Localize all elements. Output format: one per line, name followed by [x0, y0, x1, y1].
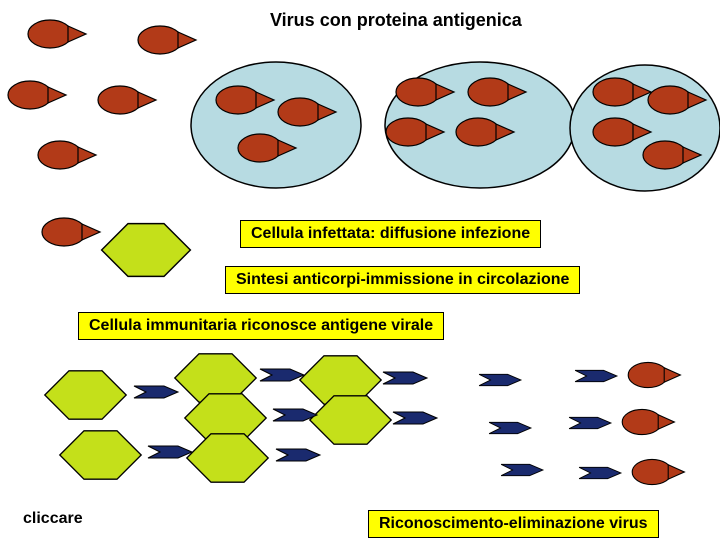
cell-icon [570, 65, 720, 191]
immune-cell-icon [187, 434, 268, 482]
antibody-icon [501, 464, 543, 475]
antibody-icon [575, 370, 617, 381]
antibody-icon [276, 449, 320, 461]
antibody-icon [569, 417, 611, 428]
immune-cell-icon [102, 224, 191, 277]
cell-infected-label: Cellula infettata: diffusione infezione [240, 220, 541, 248]
antibody-synth-label: Sintesi anticorpi-immissione in circolaz… [225, 266, 580, 294]
virus-icon [28, 20, 86, 48]
antibody-icon [383, 372, 427, 384]
antibody-icon [134, 386, 178, 398]
antibody-icon [260, 369, 304, 381]
immune-recognize-label: Cellula immunitaria riconosce antigene v… [78, 312, 444, 340]
antibody-icon [148, 446, 192, 458]
title-label: Virus con proteina antigenica [270, 10, 522, 31]
virus-icon [8, 81, 66, 109]
antibody-icon [489, 422, 531, 433]
virus-icon [138, 26, 196, 54]
antibody-icon [579, 467, 621, 478]
immune-cell-icon [45, 371, 126, 419]
virus-icon [628, 362, 680, 387]
click-label: cliccare [23, 510, 83, 528]
virus-icon [42, 218, 100, 246]
virus-icon [622, 409, 674, 434]
antibody-icon [479, 374, 521, 385]
virus-icon [98, 86, 156, 114]
cell-icon [191, 62, 361, 188]
immune-cell-icon [60, 431, 141, 479]
recognition-label: Riconoscimento-eliminazione virus [368, 510, 659, 538]
antibody-icon [393, 412, 437, 424]
virus-icon [632, 459, 684, 484]
virus-icon [38, 141, 96, 169]
